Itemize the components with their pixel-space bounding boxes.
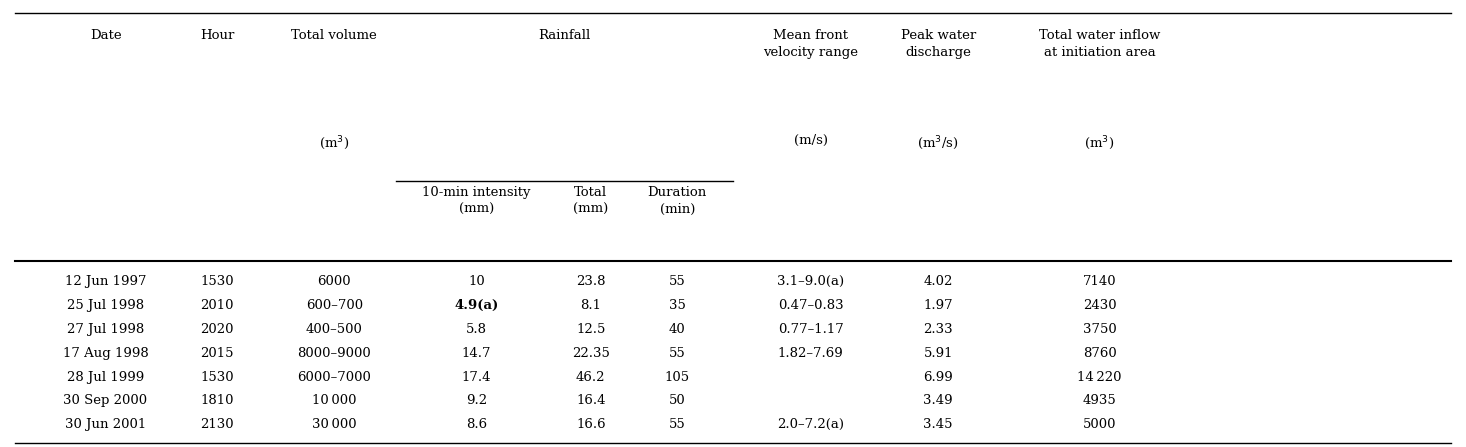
- Text: 25 Jul 1998: 25 Jul 1998: [67, 299, 144, 312]
- Text: 7140: 7140: [1083, 275, 1116, 288]
- Text: 2010: 2010: [201, 299, 233, 312]
- Text: 2.0–7.2(a): 2.0–7.2(a): [777, 418, 844, 431]
- Text: (m/s): (m/s): [793, 134, 828, 147]
- Text: 2015: 2015: [201, 347, 233, 360]
- Text: 3.45: 3.45: [924, 418, 953, 431]
- Text: 14.7: 14.7: [462, 347, 491, 360]
- Text: Mean front
velocity range: Mean front velocity range: [764, 29, 858, 59]
- Text: 16.6: 16.6: [576, 418, 605, 431]
- Text: 46.2: 46.2: [576, 371, 605, 384]
- Text: 0.77–1.17: 0.77–1.17: [778, 323, 843, 336]
- Text: 12 Jun 1997: 12 Jun 1997: [65, 275, 147, 288]
- Text: 14 220: 14 220: [1078, 371, 1121, 384]
- Text: 5.8: 5.8: [466, 323, 487, 336]
- Text: 22.35: 22.35: [572, 347, 610, 360]
- Text: 0.47–0.83: 0.47–0.83: [778, 299, 843, 312]
- Text: 10-min intensity
(mm): 10-min intensity (mm): [422, 186, 531, 215]
- Text: 1.82–7.69: 1.82–7.69: [778, 347, 843, 360]
- Text: 1530: 1530: [201, 275, 233, 288]
- Text: 4.9(a): 4.9(a): [454, 299, 498, 312]
- Text: 2.33: 2.33: [924, 323, 953, 336]
- Text: 3750: 3750: [1082, 323, 1117, 336]
- Text: 6000: 6000: [318, 275, 350, 288]
- Text: 5000: 5000: [1083, 418, 1116, 431]
- Text: 600–700: 600–700: [306, 299, 362, 312]
- Text: Total
(mm): Total (mm): [573, 186, 608, 215]
- Text: 28 Jul 1999: 28 Jul 1999: [67, 371, 144, 384]
- Text: 6000–7000: 6000–7000: [298, 371, 371, 384]
- Text: 2130: 2130: [201, 418, 233, 431]
- Text: 8760: 8760: [1082, 347, 1117, 360]
- Text: 400–500: 400–500: [306, 323, 362, 336]
- Text: 3.49: 3.49: [924, 395, 953, 408]
- Text: 27 Jul 1998: 27 Jul 1998: [67, 323, 144, 336]
- Text: Total volume: Total volume: [292, 29, 377, 42]
- Text: 8.1: 8.1: [581, 299, 601, 312]
- Text: 50: 50: [668, 395, 686, 408]
- Text: Total water inflow
at initiation area: Total water inflow at initiation area: [1039, 29, 1160, 59]
- Text: 5.91: 5.91: [924, 347, 953, 360]
- Text: Rainfall: Rainfall: [538, 29, 591, 42]
- Text: 35: 35: [668, 299, 686, 312]
- Text: 10: 10: [468, 275, 485, 288]
- Text: 55: 55: [668, 418, 686, 431]
- Text: 2430: 2430: [1083, 299, 1116, 312]
- Text: 1.97: 1.97: [924, 299, 953, 312]
- Text: 4935: 4935: [1082, 395, 1117, 408]
- Text: 30 Sep 2000: 30 Sep 2000: [63, 395, 148, 408]
- Text: 55: 55: [668, 347, 686, 360]
- Text: 16.4: 16.4: [576, 395, 605, 408]
- Text: 12.5: 12.5: [576, 323, 605, 336]
- Text: 10 000: 10 000: [312, 395, 356, 408]
- Text: 4.02: 4.02: [924, 275, 953, 288]
- Text: (m$^3$): (m$^3$): [320, 134, 349, 152]
- Text: 17.4: 17.4: [462, 371, 491, 384]
- Text: 1530: 1530: [201, 371, 233, 384]
- Text: (m$^3$/s): (m$^3$/s): [918, 134, 959, 152]
- Text: (m$^3$): (m$^3$): [1085, 134, 1114, 152]
- Text: 40: 40: [668, 323, 686, 336]
- Text: Hour: Hour: [199, 29, 235, 42]
- Text: 2020: 2020: [201, 323, 233, 336]
- Text: 55: 55: [668, 275, 686, 288]
- Text: Date: Date: [89, 29, 122, 42]
- Text: 9.2: 9.2: [466, 395, 487, 408]
- Text: Peak water
discharge: Peak water discharge: [900, 29, 976, 59]
- Text: 3.1–9.0(a): 3.1–9.0(a): [777, 275, 844, 288]
- Text: 8000–9000: 8000–9000: [298, 347, 371, 360]
- Text: 30 Jun 2001: 30 Jun 2001: [65, 418, 147, 431]
- Text: 1810: 1810: [201, 395, 233, 408]
- Text: 17 Aug 1998: 17 Aug 1998: [63, 347, 148, 360]
- Text: 8.6: 8.6: [466, 418, 487, 431]
- Text: 6.99: 6.99: [924, 371, 953, 384]
- Text: 23.8: 23.8: [576, 275, 605, 288]
- Text: 30 000: 30 000: [312, 418, 356, 431]
- Text: 105: 105: [664, 371, 690, 384]
- Text: Duration
(min): Duration (min): [648, 186, 707, 215]
